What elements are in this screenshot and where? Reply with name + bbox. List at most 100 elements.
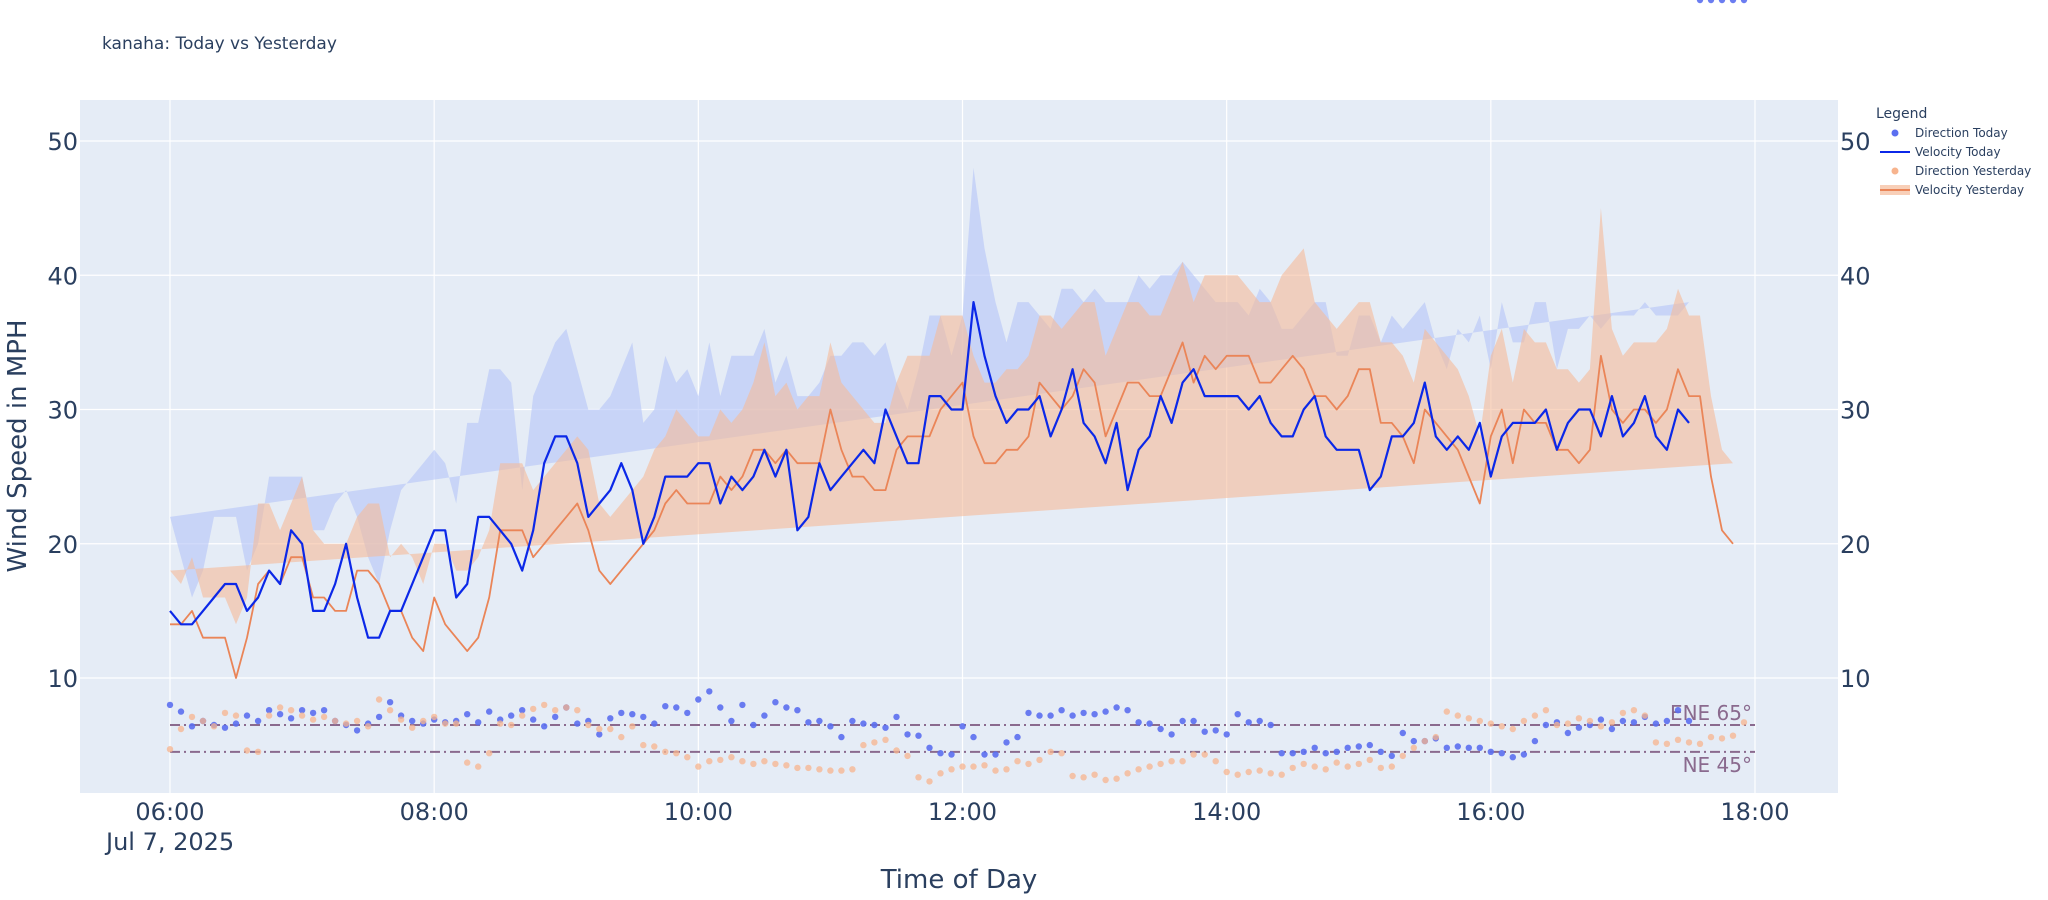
direction-point-yesterday bbox=[1377, 764, 1385, 772]
direction-point-yesterday bbox=[673, 750, 680, 757]
direction-point-today bbox=[1476, 744, 1484, 751]
direction-point-today bbox=[1300, 748, 1307, 755]
direction-point-today bbox=[166, 701, 174, 709]
direction-point-yesterday bbox=[585, 721, 592, 729]
direction-point-today bbox=[915, 732, 922, 739]
direction-point-today bbox=[177, 708, 185, 715]
direction-point-yesterday bbox=[1168, 758, 1175, 765]
direction-point-today bbox=[1157, 725, 1164, 733]
direction-point-yesterday bbox=[1652, 739, 1660, 746]
direction-point-today bbox=[1366, 741, 1374, 749]
direction-point-yesterday bbox=[1025, 760, 1032, 768]
axis-ticks: 06:00 08:00 10:00 12:00 14:00 16:00 18:00 10 10 2… bbox=[47, 128, 1870, 826]
direction-point-today bbox=[695, 696, 702, 703]
direction-point-yesterday bbox=[926, 778, 933, 785]
direction-point-today bbox=[1047, 712, 1054, 719]
direction-point-yesterday bbox=[1663, 740, 1671, 747]
direction-point-today bbox=[651, 720, 658, 727]
direction-point-today bbox=[750, 721, 757, 729]
direction-point-yesterday bbox=[794, 764, 801, 772]
direction-point-today bbox=[1333, 748, 1340, 755]
direction-point-today bbox=[1531, 737, 1539, 745]
direction-point-today bbox=[1729, 0, 1737, 4]
direction-point-yesterday bbox=[1047, 748, 1054, 755]
direction-point-today bbox=[761, 712, 768, 719]
direction-point-yesterday bbox=[717, 756, 724, 764]
direction-point-yesterday bbox=[1399, 752, 1407, 760]
direction-point-today bbox=[717, 704, 724, 711]
direction-point-today bbox=[1256, 717, 1263, 725]
direction-point-today bbox=[728, 717, 735, 725]
direction-point-today bbox=[640, 713, 647, 721]
direction-point-today bbox=[375, 713, 383, 721]
y-tick-label-right: 20 bbox=[1840, 531, 1871, 559]
x-tick-label: 08:00 bbox=[400, 798, 469, 826]
direction-point-today bbox=[981, 751, 988, 758]
direction-point-today bbox=[673, 704, 680, 711]
direction-point-today bbox=[1113, 704, 1120, 711]
direction-point-today bbox=[1465, 744, 1473, 751]
direction-point-yesterday bbox=[838, 767, 845, 774]
direction-point-yesterday bbox=[563, 704, 570, 711]
direction-point-yesterday bbox=[1520, 717, 1528, 725]
x-tick-label: 06:00 bbox=[135, 798, 204, 826]
direction-point-yesterday bbox=[166, 746, 174, 753]
direction-point-yesterday bbox=[1344, 763, 1351, 770]
direction-point-today bbox=[1322, 750, 1329, 757]
direction-point-today bbox=[1080, 709, 1087, 717]
direction-point-today bbox=[486, 708, 493, 715]
direction-point-yesterday bbox=[386, 707, 394, 714]
direction-point-yesterday bbox=[761, 758, 768, 765]
direction-point-today bbox=[1234, 711, 1241, 718]
direction-point-today bbox=[409, 717, 416, 725]
direction-point-today bbox=[320, 707, 328, 714]
direction-point-today bbox=[772, 699, 779, 706]
direction-point-yesterday bbox=[1410, 744, 1418, 751]
y-axis-title: Wind Speed in MPH bbox=[3, 319, 33, 572]
direction-point-today bbox=[849, 717, 856, 725]
direction-point-today bbox=[816, 717, 823, 725]
direction-point-today bbox=[1201, 728, 1208, 735]
direction-point-today bbox=[1003, 739, 1010, 746]
direction-point-today bbox=[1410, 737, 1418, 745]
direction-point-today bbox=[552, 713, 559, 721]
direction-point-yesterday bbox=[287, 707, 295, 714]
x-date-label: Jul 7, 2025 bbox=[104, 828, 234, 856]
direction-point-yesterday bbox=[177, 725, 185, 733]
line-velocity-today bbox=[169, 301, 1690, 639]
direction-point-yesterday bbox=[353, 717, 361, 725]
direction-point-today bbox=[1289, 750, 1296, 757]
direction-point-yesterday bbox=[1036, 756, 1043, 764]
x-tick-label: 16:00 bbox=[1456, 798, 1525, 826]
direction-point-today bbox=[287, 715, 295, 722]
x-tick-label: 10:00 bbox=[664, 798, 733, 826]
direction-point-yesterday bbox=[1333, 759, 1340, 766]
direction-point-yesterday bbox=[497, 720, 504, 727]
direction-point-today bbox=[937, 750, 944, 757]
direction-point-yesterday bbox=[651, 743, 658, 750]
direction-point-yesterday bbox=[684, 754, 691, 761]
direction-point-yesterday bbox=[530, 705, 537, 713]
direction-point-yesterday bbox=[221, 709, 229, 717]
direction-point-yesterday bbox=[1388, 763, 1396, 770]
direction-point-today bbox=[1443, 744, 1451, 751]
direction-point-yesterday bbox=[1300, 760, 1307, 768]
direction-point-yesterday bbox=[970, 763, 977, 770]
direction-point-today bbox=[1718, 0, 1726, 4]
direction-point-yesterday bbox=[1641, 712, 1649, 719]
direction-point-yesterday bbox=[1707, 733, 1715, 741]
direction-point-today bbox=[1740, 0, 1748, 4]
direction-point-today bbox=[188, 723, 196, 730]
direction-point-yesterday bbox=[981, 762, 988, 769]
direction-point-today bbox=[1223, 731, 1230, 738]
direction-point-yesterday bbox=[574, 707, 581, 714]
direction-point-today bbox=[970, 733, 977, 741]
y-tick-label: 50 bbox=[47, 128, 78, 156]
direction-point-today bbox=[959, 723, 966, 730]
direction-point-yesterday bbox=[1223, 768, 1230, 776]
direction-point-yesterday bbox=[1542, 707, 1550, 714]
direction-point-today bbox=[1190, 717, 1197, 725]
direction-point-today bbox=[1399, 729, 1407, 737]
direction-point-yesterday bbox=[254, 748, 262, 755]
